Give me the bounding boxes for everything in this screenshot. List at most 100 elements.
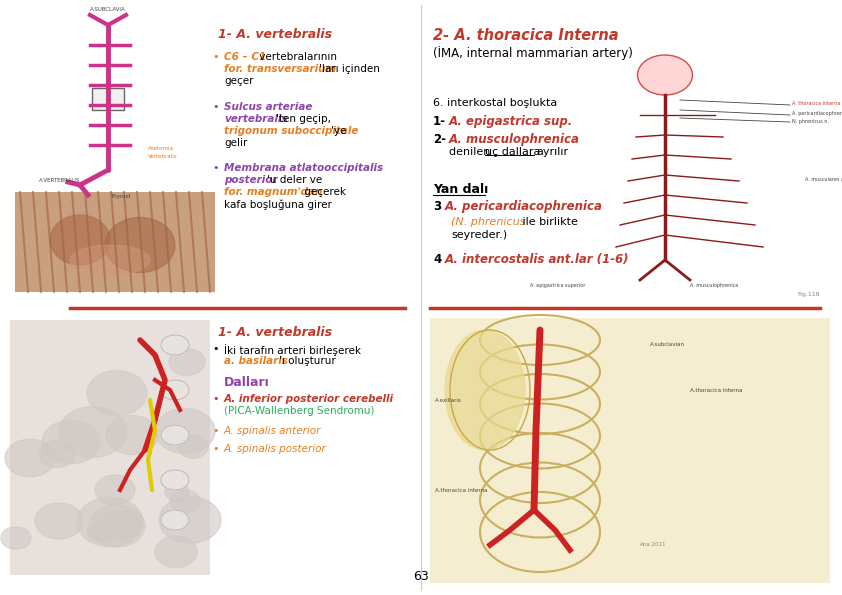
Text: A. epigastrica sup.: A. epigastrica sup. — [449, 115, 573, 128]
Text: 'u deler ve: 'u deler ve — [267, 175, 322, 185]
Ellipse shape — [637, 55, 692, 95]
Text: A. thoracica interna (IMA): A. thoracica interna (IMA) — [792, 101, 842, 105]
Text: Sulcus arteriae: Sulcus arteriae — [224, 102, 312, 112]
Text: ile birlikte: ile birlikte — [519, 217, 578, 227]
Text: •: • — [212, 394, 219, 404]
Text: 'ten geçip,: 'ten geçip, — [276, 114, 331, 124]
Ellipse shape — [95, 475, 135, 505]
Ellipse shape — [161, 425, 189, 445]
Text: A. pericardiacophrenica: A. pericardiacophrenica — [792, 111, 842, 115]
Text: A.subclavian: A.subclavian — [650, 343, 685, 347]
Ellipse shape — [77, 497, 143, 547]
Text: •: • — [212, 163, 219, 173]
Ellipse shape — [89, 505, 145, 547]
Text: A. musculophrenica: A. musculophrenica — [690, 283, 738, 287]
FancyBboxPatch shape — [10, 320, 210, 575]
Ellipse shape — [161, 380, 189, 400]
FancyBboxPatch shape — [15, 192, 215, 292]
Text: 63: 63 — [413, 570, 429, 583]
Text: Yan dalı: Yan dalı — [433, 183, 488, 196]
Text: Ana.2011: Ana.2011 — [640, 543, 667, 547]
Ellipse shape — [106, 415, 158, 455]
Text: A. musculares anteriores (1-6): A. musculares anteriores (1-6) — [805, 177, 842, 183]
Ellipse shape — [445, 330, 525, 450]
Ellipse shape — [87, 522, 113, 542]
FancyBboxPatch shape — [430, 318, 830, 583]
Text: 'ları içinden: 'ları içinden — [319, 64, 380, 74]
Ellipse shape — [165, 483, 189, 501]
Ellipse shape — [178, 436, 208, 458]
Text: (İMA, internal mammarian artery): (İMA, internal mammarian artery) — [433, 46, 633, 60]
Text: 1- A. vertebralis: 1- A. vertebralis — [218, 326, 332, 339]
Text: A. spinalis anterior: A. spinalis anterior — [224, 426, 322, 436]
Text: trigonum suboccipitale: trigonum suboccipitale — [224, 126, 359, 136]
Text: •: • — [212, 344, 219, 354]
Text: A. musculophrenica: A. musculophrenica — [449, 133, 580, 146]
FancyBboxPatch shape — [15, 10, 205, 185]
Text: A.axillaris: A.axillaris — [435, 397, 461, 402]
Text: for. magnum'dan: for. magnum'dan — [224, 187, 322, 197]
Text: 1-: 1- — [433, 115, 446, 128]
Text: Membrana atlatooccipitalis: Membrana atlatooccipitalis — [224, 163, 383, 173]
Text: uç dallara: uç dallara — [485, 147, 541, 157]
Text: Thyroid: Thyroid — [110, 194, 131, 199]
Ellipse shape — [103, 511, 141, 539]
Text: A. epigastrica superior: A. epigastrica superior — [530, 283, 585, 287]
Text: a. basilaris: a. basilaris — [224, 356, 288, 366]
Ellipse shape — [50, 215, 110, 265]
Text: Dalları: Dalları — [224, 376, 269, 389]
Ellipse shape — [161, 510, 189, 530]
Ellipse shape — [35, 503, 83, 539]
Text: vertebralis: vertebralis — [224, 114, 287, 124]
Text: A.VERTEBRALIS: A.VERTEBRALIS — [40, 178, 81, 183]
Ellipse shape — [70, 245, 150, 275]
Ellipse shape — [1, 527, 31, 549]
Text: A.SUBCLAVIA: A.SUBCLAVIA — [90, 7, 125, 12]
Ellipse shape — [170, 490, 200, 512]
Text: kafa boşluğuna girer: kafa boşluğuna girer — [224, 199, 332, 209]
Text: geçer: geçer — [224, 76, 253, 86]
Ellipse shape — [39, 440, 75, 468]
Text: Fig.118: Fig.118 — [797, 292, 820, 297]
Text: •: • — [212, 102, 219, 112]
Text: geçerek: geçerek — [301, 187, 346, 197]
Ellipse shape — [87, 371, 147, 415]
Ellipse shape — [5, 439, 55, 477]
Text: A.thoracica interna: A.thoracica interna — [690, 387, 743, 393]
Text: for. transversarium: for. transversarium — [224, 64, 336, 74]
Text: A. pericardiacophrenica: A. pericardiacophrenica — [445, 200, 603, 213]
Text: (N. phrenicus: (N. phrenicus — [451, 217, 525, 227]
Text: 2-: 2- — [433, 133, 446, 146]
Text: (PICA-Wallenberg Sendromu): (PICA-Wallenberg Sendromu) — [224, 406, 375, 416]
Text: 1- A. vertebralis: 1- A. vertebralis — [218, 28, 332, 41]
Text: denilen: denilen — [449, 147, 494, 157]
Ellipse shape — [161, 470, 189, 490]
Ellipse shape — [161, 335, 189, 355]
Text: 'ı oluşturur: 'ı oluşturur — [279, 356, 336, 366]
Text: Asetomia: Asetomia — [148, 146, 174, 151]
Text: seyreder.): seyreder.) — [451, 230, 507, 240]
Text: İki tarafın arteri birleşerek: İki tarafın arteri birleşerek — [224, 344, 361, 356]
Text: A.thoracica interna: A.thoracica interna — [435, 487, 488, 493]
Ellipse shape — [42, 420, 100, 464]
Text: A. spinalis posterior: A. spinalis posterior — [224, 444, 327, 454]
Ellipse shape — [169, 349, 205, 375]
Ellipse shape — [59, 406, 127, 458]
Ellipse shape — [155, 536, 197, 568]
Text: •: • — [212, 52, 219, 62]
Text: gelir: gelir — [224, 138, 248, 148]
Text: •: • — [212, 444, 219, 454]
Text: vertebralarının: vertebralarının — [256, 52, 340, 62]
Ellipse shape — [105, 218, 175, 273]
Text: 'ye: 'ye — [331, 126, 346, 136]
FancyBboxPatch shape — [92, 88, 124, 110]
Ellipse shape — [159, 497, 221, 543]
Text: 6. interkostal boşlukta: 6. interkostal boşlukta — [433, 98, 557, 108]
Text: A. inferior posterior cerebelli: A. inferior posterior cerebelli — [224, 394, 394, 404]
Text: posterior: posterior — [224, 175, 278, 185]
Text: 4: 4 — [433, 253, 441, 266]
Text: •: • — [212, 426, 219, 436]
Text: ayrılır: ayrılır — [536, 147, 568, 157]
Text: N. phrenicus n.: N. phrenicus n. — [792, 118, 829, 124]
Text: 2- A. thoracica Interna: 2- A. thoracica Interna — [433, 28, 619, 43]
